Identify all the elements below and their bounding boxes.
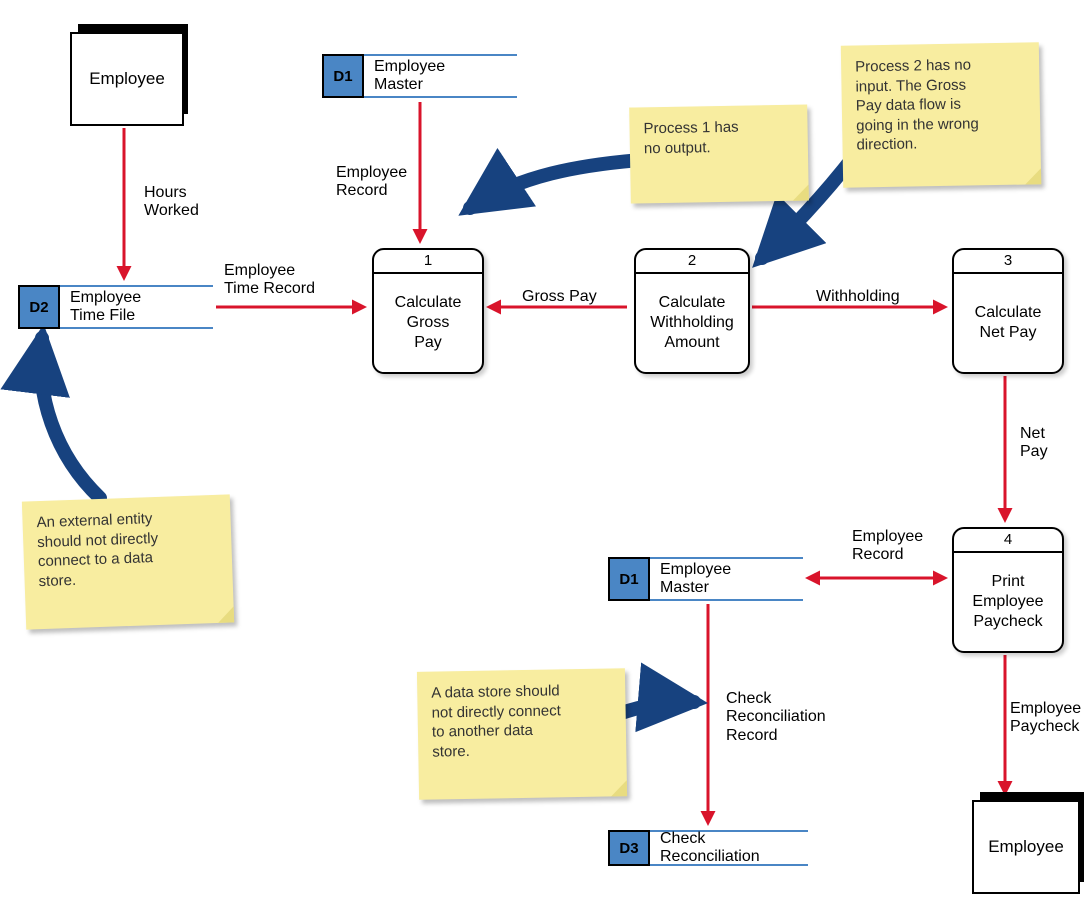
entity-employee_top: Employee [70,32,184,126]
datastore-d2: D2 EmployeeTime File [18,285,213,329]
datastore-id: D1 [608,557,650,601]
process-p3: 3CalculateNet Pay [952,248,1064,374]
datastore-id: D2 [18,285,60,329]
flow-label-time_record: EmployeeTime Record [224,262,315,299]
datastore-label: EmployeeMaster [660,561,731,598]
datastore-d1_mid: D1 EmployeeMaster [608,557,803,601]
flow-label-check_recon: CheckReconciliationRecord [726,690,826,745]
flow-label-net_pay: NetPay [1020,425,1048,462]
callout-arrow-c3 [41,338,100,498]
process-label: PrintEmployeePaycheck [954,553,1062,651]
datastore-label: CheckReconciliation [660,830,760,867]
sticky-note-note3: An external entityshould not directlycon… [22,494,234,629]
process-label: CalculateNet Pay [954,274,1062,372]
datastore-d3: D3 CheckReconciliation [608,830,808,866]
process-p2: 2CalculateWithholdingAmount [634,248,750,374]
process-id: 4 [954,529,1062,553]
flow-label-emp_record2: EmployeeRecord [852,528,923,565]
sticky-note-note1: Process 1 hasno output. [629,104,809,203]
process-label: CalculateWithholdingAmount [636,274,748,372]
flow-label-emp_record1: EmployeeRecord [336,164,407,201]
process-p4: 4PrintEmployeePaycheck [952,527,1064,653]
flow-label-hours_worked: HoursWorked [144,184,199,221]
callout-arrow-c1 [470,160,640,208]
flow-label-emp_paycheck: EmployeePaycheck [1010,700,1081,737]
sticky-note-note4: A data store shouldnot directly connectt… [417,668,627,800]
flow-label-gross_pay: Gross Pay [522,288,597,306]
datastore-label: EmployeeTime File [70,289,141,326]
process-id: 3 [954,250,1062,274]
datastore-id: D3 [608,830,650,866]
datastore-label: EmployeeMaster [374,58,445,95]
datastore-id: D1 [322,54,364,98]
datastore-d1_top: D1 EmployeeMaster [322,54,517,98]
process-id: 1 [374,250,482,274]
entity-label: Employee [89,69,165,89]
process-id: 2 [636,250,748,274]
process-label: CalculateGrossPay [374,274,482,372]
entity-employee_bottom: Employee [972,800,1080,894]
process-p1: 1CalculateGrossPay [372,248,484,374]
sticky-note-note2: Process 2 has noinput. The GrossPay data… [841,42,1041,187]
dfd-canvas: EmployeeEmployee1CalculateGrossPay2Calcu… [0,0,1091,914]
entity-label: Employee [988,837,1064,857]
flow-label-withholding: Withholding [816,288,900,306]
